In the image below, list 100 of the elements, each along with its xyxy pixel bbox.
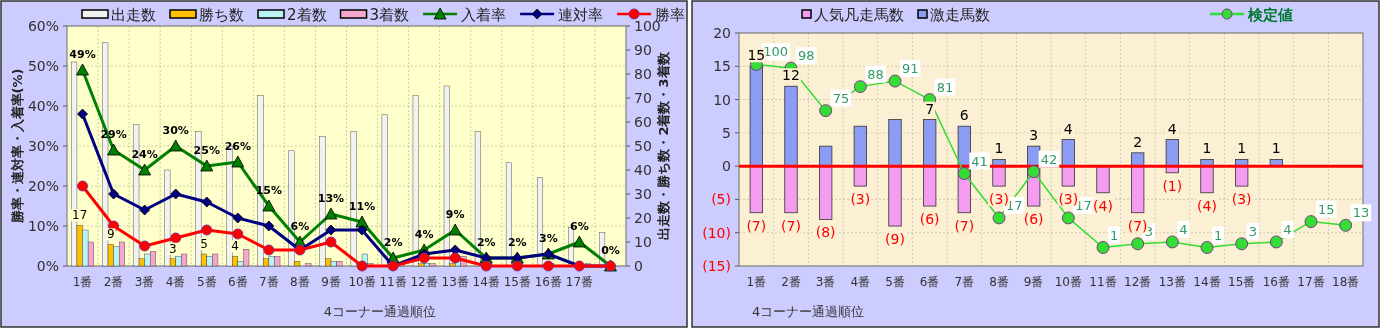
y-tick-label: 40% xyxy=(27,98,59,114)
data-label: 42 xyxy=(1040,151,1058,167)
x-tick-label: 11番 xyxy=(1089,275,1117,289)
x-tick-label: 16番 xyxy=(534,275,562,289)
y-tick-label: 30% xyxy=(27,138,59,154)
data-label: 91 xyxy=(902,61,919,77)
x-tick-label: 15番 xyxy=(503,275,531,289)
data-label: 6% xyxy=(290,220,310,233)
data-label: 75 xyxy=(832,90,850,106)
data-label: 15 xyxy=(747,47,766,64)
y-tick-label: 20% xyxy=(27,178,59,194)
x-axis-title: 4コーナー通過順位 xyxy=(323,304,437,319)
y-tick-label: 0% xyxy=(36,258,59,274)
y-tick-label: 10 xyxy=(713,91,731,108)
data-label: 26% xyxy=(224,140,251,153)
x-tick-label: 15番 xyxy=(1228,275,1256,289)
data-label: (7) xyxy=(746,217,767,234)
data-label: 4 xyxy=(1283,221,1292,237)
y-tick-label: 60% xyxy=(27,18,59,34)
y2-tick-label: 10 xyxy=(634,234,652,250)
data-label: 3% xyxy=(539,232,558,245)
data-label: (3) xyxy=(989,191,1009,208)
y2-axis-title: 出走数・勝ち数・2着数・3着数 xyxy=(656,51,671,240)
data-label: 6% xyxy=(570,220,589,233)
data-label: (3) xyxy=(850,191,871,208)
x-tick-label: 1番 xyxy=(746,275,767,289)
data-label: 25% xyxy=(193,144,220,157)
legend-label: 検定値 xyxy=(1247,6,1293,24)
y2-tick-label: 70 xyxy=(634,90,652,106)
x-tick-label: 1番 xyxy=(72,275,93,289)
data-label: 1 xyxy=(1271,140,1281,157)
data-label: 7 xyxy=(925,100,935,117)
data-label: 12 xyxy=(782,67,800,84)
x-tick-label: 4番 xyxy=(165,275,186,289)
data-label: 100 xyxy=(763,44,789,60)
x-tick-label: 7番 xyxy=(954,275,975,289)
x-tick-label: 7番 xyxy=(259,275,279,289)
data-label: 81 xyxy=(936,79,954,95)
legend-label: 出走数 xyxy=(111,6,156,24)
x-tick-label: 17番 xyxy=(1297,275,1325,289)
x-tick-label: 16番 xyxy=(1262,275,1290,289)
x-tick-label: 17番 xyxy=(565,275,594,289)
data-label: 4% xyxy=(414,228,434,241)
x-tick-label: 13番 xyxy=(1158,275,1186,289)
data-label: 1 xyxy=(1202,140,1212,157)
data-label: (7) xyxy=(781,217,801,234)
data-label: 17 xyxy=(72,208,88,223)
data-label: (7) xyxy=(954,217,975,234)
data-label: 4 xyxy=(1063,120,1073,137)
x-tick-label: 5番 xyxy=(196,275,217,289)
legend-label: 連対率 xyxy=(558,6,604,24)
data-label: 0% xyxy=(601,244,620,257)
x-tick-label: 10番 xyxy=(348,275,376,289)
x-tick-label: 4番 xyxy=(850,275,871,289)
data-label: 2% xyxy=(383,236,403,249)
data-label: 41 xyxy=(971,153,988,169)
x-tick-label: 3番 xyxy=(815,275,836,289)
x-tick-label: 2番 xyxy=(103,275,124,289)
y2-tick-label: 90 xyxy=(634,42,652,58)
x-tick-label: 11番 xyxy=(379,275,407,289)
data-label: (9) xyxy=(885,231,905,248)
y-tick-label: 10% xyxy=(27,218,59,234)
y2-tick-label: 60 xyxy=(634,114,652,130)
x-tick-label: 6番 xyxy=(227,275,248,289)
data-label: 3 xyxy=(1029,127,1039,144)
y-tick-label: 15 xyxy=(713,58,731,75)
data-label: 98 xyxy=(798,48,815,64)
x-tick-label: 6番 xyxy=(919,275,940,289)
data-label: 13 xyxy=(1352,205,1370,221)
legend-label: 2着数 xyxy=(287,6,327,24)
data-label: 2% xyxy=(476,236,496,249)
y2-tick-label: 40 xyxy=(634,162,652,178)
legend-label: 人気凡走馬数 xyxy=(814,6,904,24)
data-label: (6) xyxy=(919,211,940,228)
data-label: (4) xyxy=(1197,197,1217,214)
data-label: 11% xyxy=(348,200,376,213)
x-tick-label: 9番 xyxy=(321,275,341,289)
x-tick-label: 12番 xyxy=(1124,275,1152,289)
data-label: (6) xyxy=(1023,211,1044,228)
data-label: 4 xyxy=(231,239,239,254)
data-label: 2 xyxy=(1133,133,1143,150)
x-tick-label: 8番 xyxy=(989,275,1009,289)
x-tick-label: 9番 xyxy=(1023,275,1044,289)
data-label: 1 xyxy=(994,140,1004,157)
y-tick-label: 0 xyxy=(722,158,731,175)
data-label: 15 xyxy=(1318,201,1335,217)
data-label: 1 xyxy=(1110,227,1119,243)
data-label: 88 xyxy=(867,66,884,82)
data-label: 24% xyxy=(131,148,158,161)
x-tick-label: 3番 xyxy=(134,275,155,289)
data-label: 6 xyxy=(959,107,969,124)
legend-label: 勝ち数 xyxy=(199,6,244,24)
data-label: 9 xyxy=(106,227,115,242)
data-label: 4 xyxy=(1167,120,1177,137)
y2-tick-label: 20 xyxy=(634,210,652,226)
y2-tick-label: 80 xyxy=(634,66,652,82)
data-label: (8) xyxy=(815,224,836,241)
legend-label: 激走馬数 xyxy=(930,6,990,24)
y-tick-label: 5 xyxy=(722,124,731,141)
legend-label: 3着数 xyxy=(369,6,410,24)
